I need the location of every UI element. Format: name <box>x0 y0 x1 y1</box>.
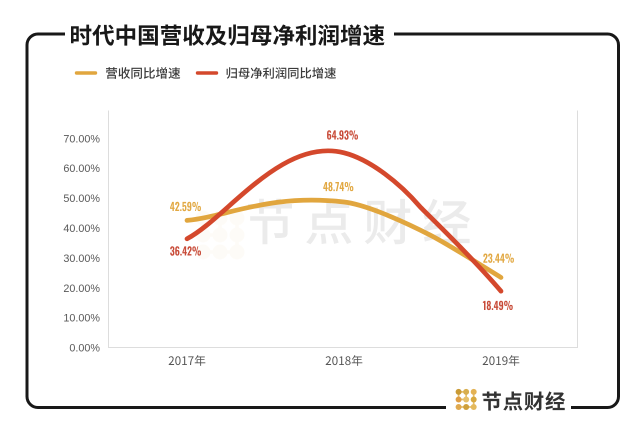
svg-text:20.00%: 20.00% <box>63 283 100 295</box>
svg-text:40.00%: 40.00% <box>63 223 100 235</box>
svg-text:70.00%: 70.00% <box>63 133 100 145</box>
svg-text:0.00%: 0.00% <box>69 343 100 355</box>
svg-text:60.00%: 60.00% <box>63 163 100 175</box>
svg-text:10.00%: 10.00% <box>63 313 100 325</box>
svg-text:30.00%: 30.00% <box>63 253 100 265</box>
svg-text:50.00%: 50.00% <box>63 193 100 205</box>
